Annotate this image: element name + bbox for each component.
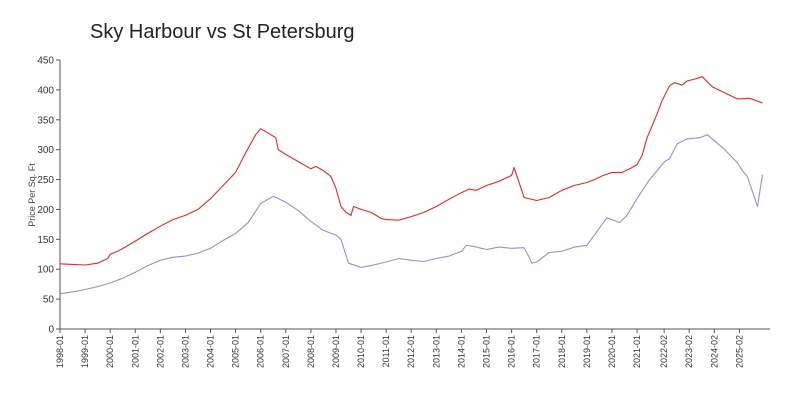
x-tick-label: 2023-02 — [684, 335, 694, 368]
y-tick-label: 100 — [37, 265, 54, 276]
x-tick-label: 2015-01 — [482, 335, 492, 368]
x-tick-label: 2020-01 — [607, 335, 617, 368]
x-tick-label: 2006-01 — [256, 335, 266, 368]
x-tick-label: 2009-01 — [331, 335, 341, 368]
x-tick-label: 2018-01 — [557, 335, 567, 368]
x-tick-label: 2012-01 — [406, 335, 416, 368]
x-tick-label: 2011-01 — [381, 335, 391, 367]
x-tick-label: 2017-01 — [532, 335, 542, 368]
y-tick-label: 300 — [37, 145, 54, 156]
x-tick-label: 2022-02 — [659, 335, 669, 368]
x-tick-label: 2008-01 — [306, 335, 316, 368]
y-tick-label: 150 — [37, 235, 54, 246]
x-tick-label: 2024-02 — [709, 335, 719, 368]
chart-title: Sky Harbour vs St Petersburg — [90, 21, 355, 43]
x-tick-label: 1998-01 — [55, 335, 65, 368]
x-tick-label: 2016-01 — [507, 335, 517, 368]
x-tick-label: 2005-01 — [231, 335, 241, 368]
y-tick-label: 450 — [37, 56, 54, 67]
series-lines — [59, 76, 764, 295]
x-tick-label: 2021-01 — [632, 335, 642, 368]
x-tick-label: 2014-01 — [456, 335, 466, 368]
series-line-2 — [59, 134, 764, 295]
y-tick-label: 400 — [37, 85, 54, 96]
x-tick-label: 2025-02 — [734, 335, 744, 368]
x-tick-label: 2002-01 — [155, 335, 165, 368]
x-tick-label: 2007-01 — [281, 335, 291, 368]
y-tick-label: 250 — [37, 175, 54, 186]
x-tick-label: 2001-01 — [130, 335, 140, 368]
x-tick-label: 2019-01 — [582, 335, 592, 368]
x-tick-label: 2013-01 — [431, 335, 441, 368]
x-tick-label: 1999-01 — [80, 335, 90, 368]
x-tick-label: 2000-01 — [105, 335, 115, 368]
y-axis: 0 50 100 150 200 250 300 350 400 450 — [37, 56, 61, 336]
x-axis: 1998-01 1999-01 2000-01 2001-01 2002-01 2003-… — [55, 328, 770, 368]
y-tick-label: 200 — [37, 205, 54, 216]
x-tick-label: 2004-01 — [206, 335, 216, 368]
x-tick-label: 2003-01 — [180, 335, 190, 368]
y-axis-label: Price Per Sq. Ft — [27, 163, 37, 227]
x-tick-label: 2010-01 — [356, 335, 366, 368]
y-tick-label: 50 — [43, 295, 55, 306]
y-tick-label: 350 — [37, 115, 54, 126]
y-tick-label: 0 — [48, 325, 54, 336]
series-line-1 — [59, 76, 763, 266]
